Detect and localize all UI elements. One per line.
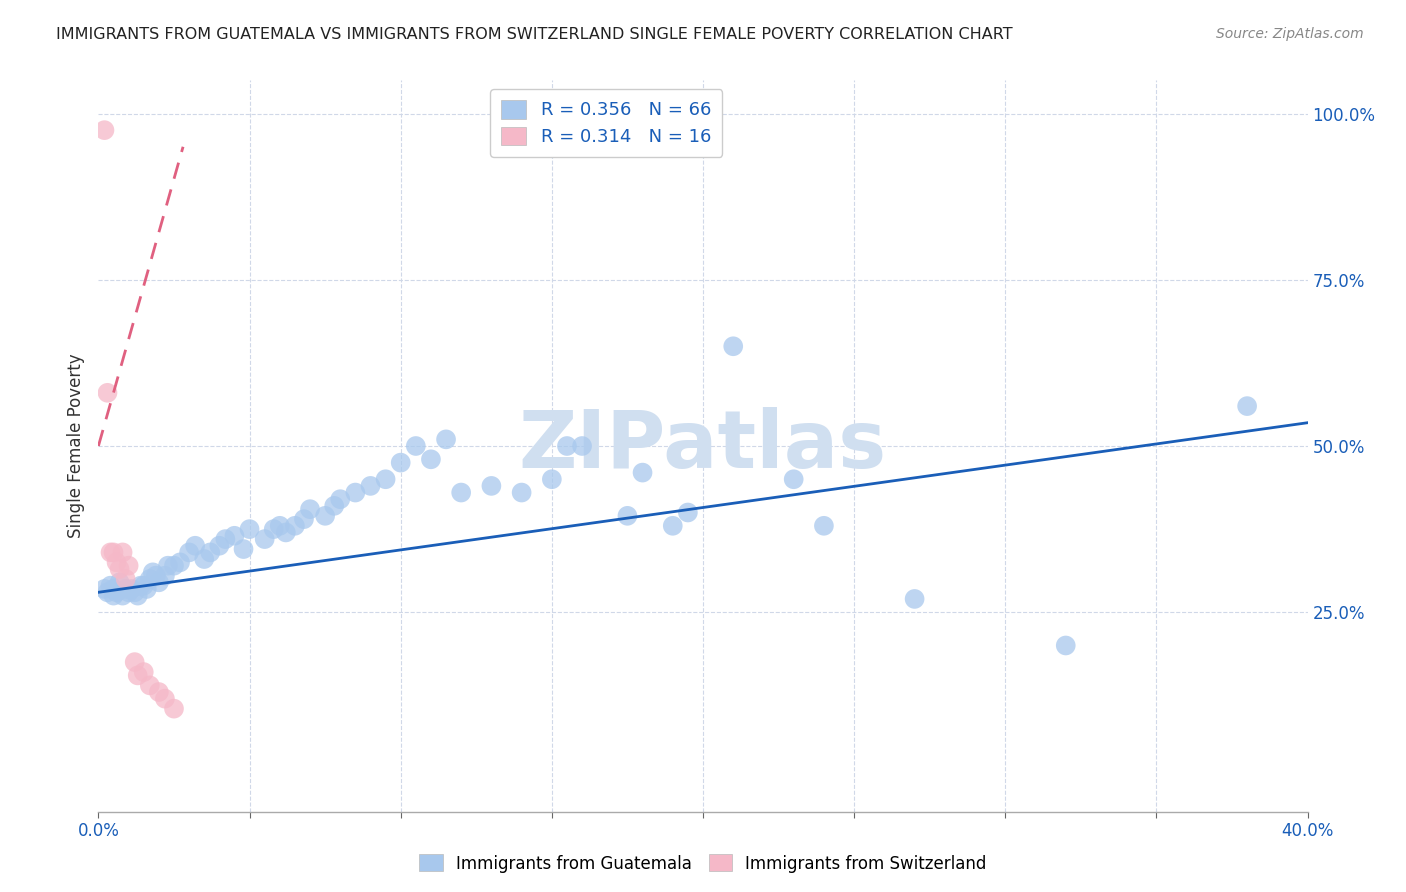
Point bbox=[124, 655, 146, 669]
Point bbox=[135, 582, 157, 596]
Point bbox=[571, 439, 593, 453]
Point bbox=[555, 439, 578, 453]
Point bbox=[208, 539, 231, 553]
Point bbox=[108, 562, 131, 576]
Point bbox=[274, 525, 297, 540]
Point bbox=[450, 485, 472, 500]
Point bbox=[103, 545, 125, 559]
Point bbox=[139, 678, 162, 692]
Point bbox=[434, 433, 457, 447]
Point bbox=[148, 575, 170, 590]
Point bbox=[148, 685, 170, 699]
Point bbox=[118, 558, 141, 573]
Text: Source: ZipAtlas.com: Source: ZipAtlas.com bbox=[1216, 27, 1364, 41]
Point bbox=[100, 545, 122, 559]
Point bbox=[127, 589, 149, 603]
Point bbox=[163, 701, 186, 715]
Point bbox=[179, 545, 201, 559]
Point bbox=[661, 518, 683, 533]
Point bbox=[284, 518, 307, 533]
Point bbox=[103, 582, 125, 596]
Point bbox=[269, 518, 291, 533]
Point bbox=[1236, 399, 1258, 413]
Point bbox=[323, 499, 346, 513]
Point bbox=[224, 529, 246, 543]
Point bbox=[105, 555, 128, 569]
Point bbox=[1054, 639, 1077, 653]
Point bbox=[329, 492, 352, 507]
Point bbox=[111, 589, 134, 603]
Point bbox=[239, 522, 262, 536]
Legend: Immigrants from Guatemala, Immigrants from Switzerland: Immigrants from Guatemala, Immigrants fr… bbox=[413, 847, 993, 880]
Point bbox=[93, 123, 115, 137]
Point bbox=[93, 582, 115, 596]
Point bbox=[96, 385, 118, 400]
Point bbox=[127, 668, 149, 682]
Text: ZIPatlas: ZIPatlas bbox=[519, 407, 887, 485]
Point bbox=[420, 452, 443, 467]
Point bbox=[129, 579, 152, 593]
Point bbox=[132, 579, 155, 593]
Point bbox=[105, 585, 128, 599]
Point bbox=[193, 552, 215, 566]
Point bbox=[214, 532, 236, 546]
Point bbox=[114, 572, 136, 586]
Point bbox=[389, 456, 412, 470]
Point bbox=[124, 585, 146, 599]
Point bbox=[263, 522, 285, 536]
Point bbox=[96, 585, 118, 599]
Point bbox=[314, 508, 336, 523]
Y-axis label: Single Female Poverty: Single Female Poverty bbox=[66, 354, 84, 538]
Point bbox=[163, 558, 186, 573]
Point bbox=[121, 582, 143, 596]
Point bbox=[100, 579, 122, 593]
Point bbox=[232, 542, 254, 557]
Point bbox=[153, 568, 176, 582]
Point bbox=[360, 479, 382, 493]
Point bbox=[723, 339, 745, 353]
Point bbox=[114, 582, 136, 596]
Point bbox=[111, 545, 134, 559]
Point bbox=[118, 585, 141, 599]
Point bbox=[292, 512, 315, 526]
Point bbox=[145, 568, 167, 582]
Point bbox=[253, 532, 276, 546]
Point bbox=[481, 479, 503, 493]
Point bbox=[344, 485, 367, 500]
Point bbox=[153, 691, 176, 706]
Point bbox=[108, 575, 131, 590]
Point bbox=[132, 665, 155, 679]
Point bbox=[200, 545, 222, 559]
Point bbox=[510, 485, 533, 500]
Point bbox=[540, 472, 562, 486]
Point bbox=[103, 589, 125, 603]
Point bbox=[374, 472, 396, 486]
Point bbox=[813, 518, 835, 533]
Text: IMMIGRANTS FROM GUATEMALA VS IMMIGRANTS FROM SWITZERLAND SINGLE FEMALE POVERTY C: IMMIGRANTS FROM GUATEMALA VS IMMIGRANTS … bbox=[56, 27, 1012, 42]
Point bbox=[299, 502, 322, 516]
Point bbox=[631, 466, 654, 480]
Point bbox=[142, 566, 165, 580]
Point bbox=[405, 439, 427, 453]
Point bbox=[184, 539, 207, 553]
Point bbox=[139, 572, 162, 586]
Point bbox=[156, 558, 179, 573]
Legend: R = 0.356   N = 66, R = 0.314   N = 16: R = 0.356 N = 66, R = 0.314 N = 16 bbox=[491, 89, 723, 157]
Point bbox=[616, 508, 638, 523]
Point bbox=[904, 591, 927, 606]
Point bbox=[169, 555, 191, 569]
Point bbox=[676, 506, 699, 520]
Point bbox=[783, 472, 806, 486]
